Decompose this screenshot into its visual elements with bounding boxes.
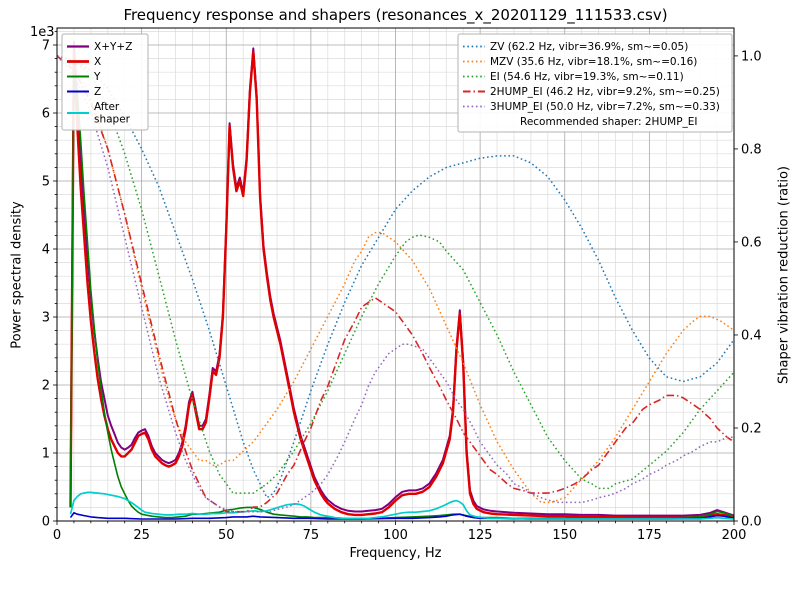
y-tick-label-left: 6 [42, 107, 50, 122]
x-tick-label: 75 [303, 528, 320, 543]
x-tick-label: 50 [218, 528, 235, 543]
y-tick-label-left: 2 [42, 379, 50, 394]
y-tick-label-left: 0 [42, 515, 50, 530]
y-tick-label-right: 0.2 [741, 421, 762, 436]
x-tick-label: 175 [637, 528, 662, 543]
y-axis-offset-text: 1e3 [30, 25, 55, 40]
y-tick-label-left: 5 [42, 175, 50, 190]
x-tick-label: 150 [552, 528, 577, 543]
legend-label: EI (54.6 Hz, vibr=19.3%, sm~=0.11) [490, 71, 684, 83]
y-axis-label-left: Power spectral density [9, 201, 25, 349]
legend-label: After [94, 101, 120, 113]
x-tick-label: 25 [133, 528, 150, 543]
tick-labels: 0 25 50 75 100 125 150 175 200 0 1 2 3 4 5 6 7 0.0 0.2 0.4 0… [42, 39, 762, 544]
x-tick-label: 125 [468, 528, 493, 543]
y-tick-label-left: 3 [42, 311, 50, 326]
y-axis-label-right: Shaper vibration reduction (ratio) [776, 166, 792, 384]
series-X [69, 50, 734, 519]
legend-label: Z [94, 86, 101, 98]
chart-title: Frequency response and shapers (resonanc… [123, 6, 668, 24]
y-tick-label-right: 0.6 [741, 235, 762, 250]
legend-label: MZV (35.6 Hz, vibr=18.1%, sm~=0.16) [490, 56, 697, 68]
y-tick-label-left: 7 [42, 39, 50, 54]
legend-label: shaper [94, 114, 131, 126]
series-MZV [57, 55, 734, 504]
x-axis-label: Frequency, Hz [349, 546, 442, 561]
x-tick-label: 100 [383, 528, 408, 543]
series-After-shaper [69, 491, 734, 520]
legend-label: X [94, 56, 101, 68]
y-tick-label-right: 0.0 [741, 515, 762, 530]
x-tick-label: 200 [722, 528, 747, 543]
psd-series [69, 40, 734, 520]
x-tick-label: 0 [53, 528, 61, 543]
y-tick-label-left: 1 [42, 447, 50, 462]
legend-shapers-box [457, 33, 733, 133]
y-tick-label-right: 0.8 [741, 142, 762, 157]
legend-label: X+Y+Z [94, 41, 132, 53]
legend-note: Recommended shaper: 2HUMP_EI [520, 116, 698, 128]
y-tick-label-right: 1.0 [741, 49, 762, 64]
series-3HUMP_EI [57, 55, 734, 513]
axis-ticks [53, 30, 738, 525]
legend-label: Y [93, 71, 101, 83]
series-EI [57, 55, 734, 494]
legend-label: 2HUMP_EI (46.2 Hz, vibr=9.2%, sm~=0.25) [490, 86, 720, 98]
legend-shapers: ZV (62.2 Hz, vibr=36.9%, sm~=0.05) MZV (3… [457, 33, 733, 133]
y-tick-label-left: 4 [42, 243, 50, 258]
y-tick-label-right: 0.4 [741, 328, 762, 343]
shaper-series [57, 55, 734, 513]
legend-label: ZV (62.2 Hz, vibr=36.9%, sm~=0.05) [490, 41, 688, 53]
legend-psd-box [61, 33, 149, 131]
legend-label: 3HUMP_EI (50.0 Hz, vibr=7.2%, sm~=0.33) [490, 101, 720, 113]
